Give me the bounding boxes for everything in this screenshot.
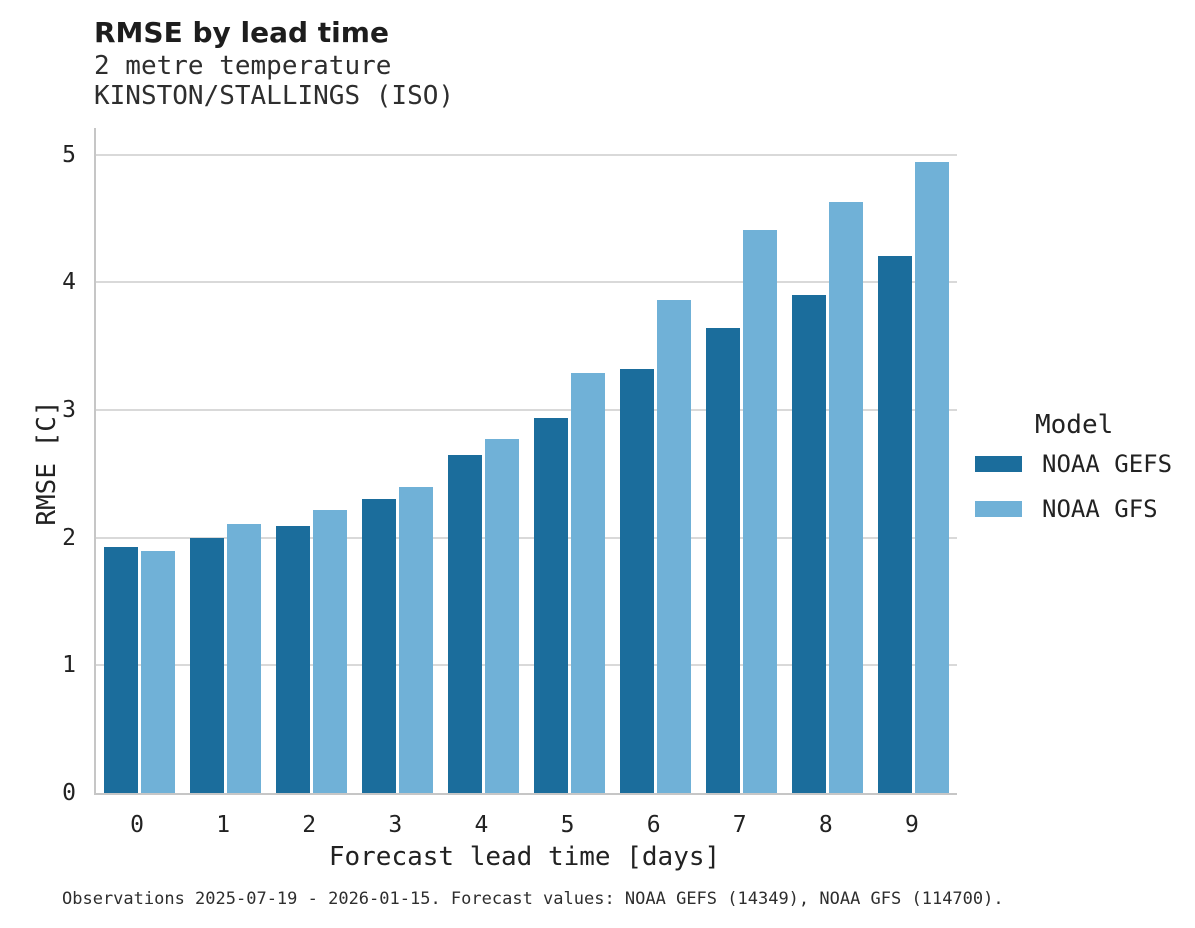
legend-entries: NOAA GEFS NOAA GFS <box>975 450 1172 523</box>
x-tick-label-4: 4 <box>474 812 489 838</box>
chart-title: RMSE by lead time <box>94 16 389 49</box>
bar-group-lead-8 <box>785 128 871 793</box>
bar-noaa-gfs-lead-3 <box>398 486 433 793</box>
x-tick-label-8: 8 <box>818 812 833 838</box>
bar-group-lead-2 <box>268 128 354 793</box>
bar-noaa-gefs-lead-9 <box>878 255 913 793</box>
gridline-y-1 <box>96 664 957 667</box>
x-tick-label-0: 0 <box>130 812 144 838</box>
y-tick-label-0: 0 <box>62 780 76 806</box>
bar-noaa-gfs-lead-5 <box>571 373 606 793</box>
subtitle-line-1: 2 metre temperature <box>94 51 392 81</box>
gridline-y-3 <box>96 409 957 412</box>
legend-entry-noaa-gfs: NOAA GFS <box>975 495 1172 523</box>
y-axis-label: RMSE [C] <box>32 400 62 526</box>
gridline-y-2 <box>96 536 957 539</box>
chart-subtitle: 2 metre temperature KINSTON/STALLINGS (IS… <box>94 51 454 111</box>
bar-group-lead-9 <box>871 128 957 793</box>
bar-noaa-gefs-lead-5 <box>534 417 569 793</box>
legend-swatch-icon <box>975 501 1022 517</box>
legend-label: NOAA GFS <box>1042 495 1158 523</box>
x-tick-label-3: 3 <box>388 812 403 838</box>
x-tick-label-7: 7 <box>732 812 747 838</box>
plot-area <box>94 128 957 795</box>
bar-noaa-gefs-lead-6 <box>620 369 655 793</box>
bar-noaa-gfs-lead-7 <box>743 230 778 793</box>
y-tick-label-4: 4 <box>62 269 76 296</box>
bar-group-lead-4 <box>440 128 526 793</box>
gridline-y-5 <box>96 153 957 156</box>
x-axis-label: Forecast lead time [days] <box>328 842 721 872</box>
y-tick-label-1: 1 <box>62 652 76 679</box>
footnote-caption: Observations 2025-07-19 - 2026-01-15. Fo… <box>62 889 1004 909</box>
bar-noaa-gefs-lead-0 <box>103 546 138 793</box>
legend-swatch-icon <box>975 456 1022 472</box>
x-tick-label-1: 1 <box>216 812 231 838</box>
bar-noaa-gfs-lead-9 <box>915 162 950 793</box>
legend-title: Model <box>1035 410 1114 440</box>
bar-noaa-gfs-lead-1 <box>226 523 261 793</box>
y-tick-label-5: 5 <box>62 141 76 168</box>
y-tick-label-3: 3 <box>62 397 76 424</box>
bar-noaa-gfs-lead-2 <box>312 509 347 793</box>
x-tick-label-2: 2 <box>302 812 317 838</box>
y-tick-label-2: 2 <box>62 524 76 551</box>
bar-group-lead-6 <box>613 128 699 793</box>
legend: Model NOAA GEFS NOAA GFS <box>975 410 1172 540</box>
legend-entry-noaa-gefs: NOAA GEFS <box>975 450 1172 478</box>
x-tick-label-6: 6 <box>646 812 661 838</box>
bar-noaa-gefs-lead-8 <box>792 295 827 793</box>
bar-noaa-gefs-lead-4 <box>447 454 482 793</box>
bar-group-lead-5 <box>527 128 613 793</box>
bar-noaa-gfs-lead-8 <box>829 202 864 793</box>
subtitle-line-2: KINSTON/STALLINGS (ISO) <box>94 81 455 111</box>
bar-noaa-gfs-lead-6 <box>657 300 692 793</box>
gridline-y-4 <box>96 281 957 284</box>
bar-group-lead-0 <box>96 128 182 793</box>
x-tick-label-5: 5 <box>560 812 575 838</box>
bar-noaa-gefs-lead-7 <box>706 328 741 793</box>
legend-label: NOAA GEFS <box>1042 450 1173 478</box>
bar-group-lead-3 <box>354 128 440 793</box>
bar-group-lead-7 <box>699 128 785 793</box>
bar-noaa-gefs-lead-1 <box>189 537 224 793</box>
x-tick-label-9: 9 <box>905 812 919 838</box>
bar-noaa-gefs-lead-3 <box>361 499 396 793</box>
bar-noaa-gfs-lead-0 <box>140 550 175 793</box>
bar-noaa-gefs-lead-2 <box>275 526 310 793</box>
bar-group-lead-1 <box>182 128 268 793</box>
bar-noaa-gfs-lead-4 <box>484 439 519 793</box>
